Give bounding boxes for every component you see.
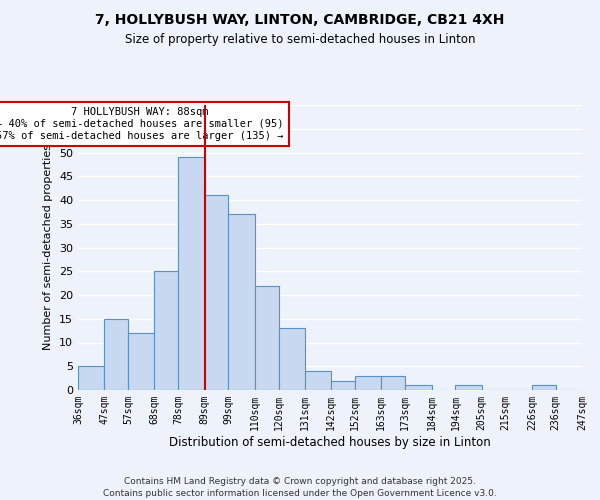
Bar <box>455 385 482 390</box>
Bar <box>355 376 382 390</box>
Y-axis label: Number of semi-detached properties: Number of semi-detached properties <box>43 144 53 350</box>
Text: 7, HOLLYBUSH WAY, LINTON, CAMBRIDGE, CB21 4XH: 7, HOLLYBUSH WAY, LINTON, CAMBRIDGE, CB2… <box>95 12 505 26</box>
Bar <box>331 380 355 390</box>
Bar <box>382 376 405 390</box>
Text: Contains public sector information licensed under the Open Government Licence v3: Contains public sector information licen… <box>103 489 497 498</box>
Bar <box>205 195 229 390</box>
Bar <box>405 385 431 390</box>
Bar <box>229 214 255 390</box>
Bar <box>255 286 278 390</box>
Bar <box>128 333 154 390</box>
Bar <box>154 271 178 390</box>
Text: 7 HOLLYBUSH WAY: 88sqm
← 40% of semi-detached houses are smaller (95)
57% of sem: 7 HOLLYBUSH WAY: 88sqm ← 40% of semi-det… <box>0 108 284 140</box>
Bar <box>178 158 205 390</box>
Bar <box>78 366 104 390</box>
Bar <box>104 319 128 390</box>
Bar <box>278 328 305 390</box>
X-axis label: Distribution of semi-detached houses by size in Linton: Distribution of semi-detached houses by … <box>169 436 491 448</box>
Bar <box>305 371 331 390</box>
Text: Size of property relative to semi-detached houses in Linton: Size of property relative to semi-detach… <box>125 32 475 46</box>
Bar <box>532 385 556 390</box>
Text: Contains HM Land Registry data © Crown copyright and database right 2025.: Contains HM Land Registry data © Crown c… <box>124 478 476 486</box>
